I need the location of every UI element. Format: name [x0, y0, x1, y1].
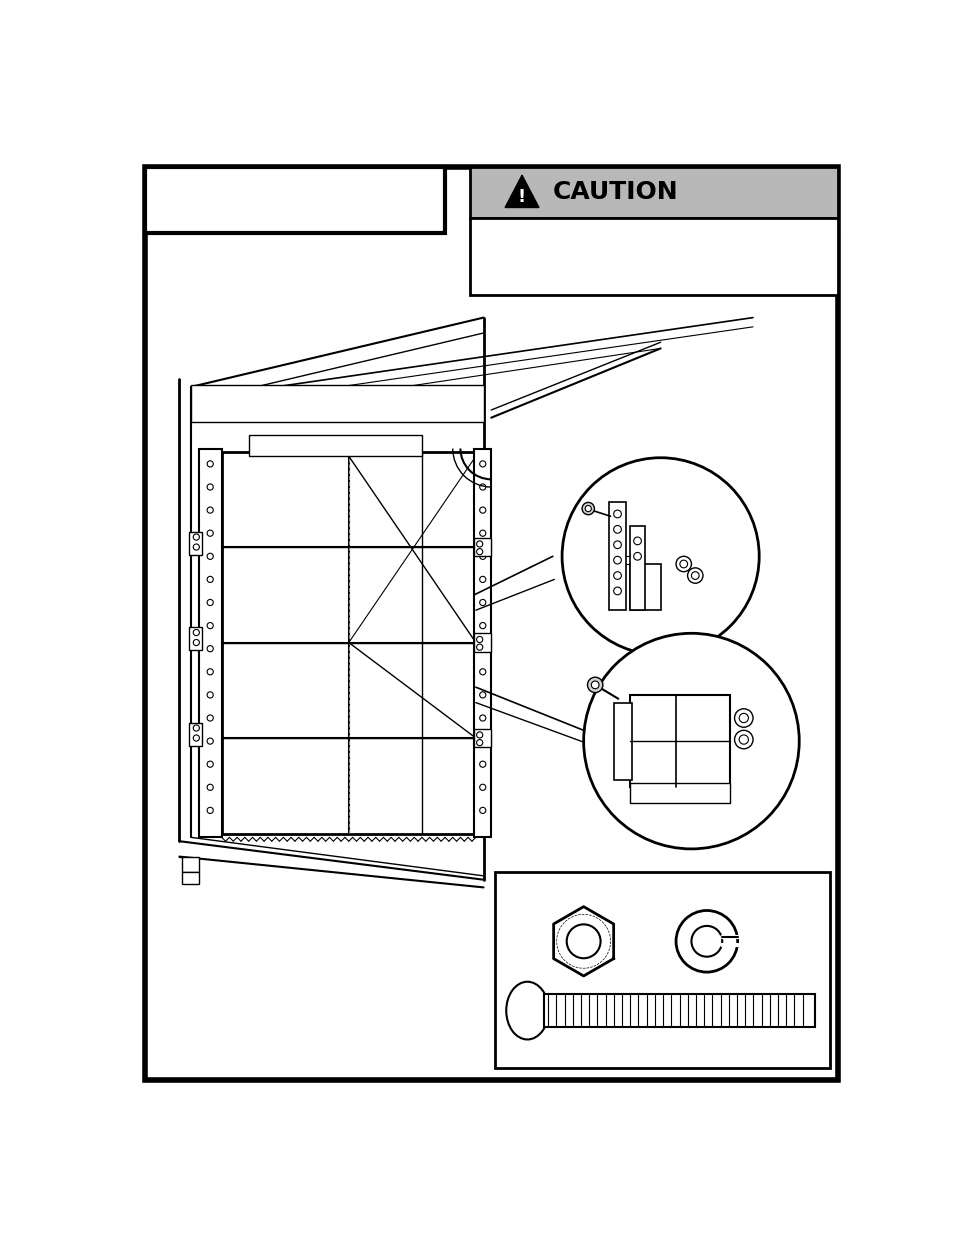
Circle shape	[561, 458, 759, 655]
Bar	[190, 627, 202, 651]
Circle shape	[476, 740, 482, 746]
Circle shape	[613, 556, 620, 564]
Circle shape	[613, 526, 620, 534]
Circle shape	[676, 556, 691, 572]
Circle shape	[476, 732, 482, 739]
Circle shape	[479, 599, 485, 605]
Circle shape	[207, 646, 213, 652]
Circle shape	[207, 808, 213, 814]
Polygon shape	[504, 175, 538, 207]
Circle shape	[207, 530, 213, 536]
Circle shape	[739, 735, 748, 745]
Circle shape	[479, 668, 485, 674]
Circle shape	[691, 926, 721, 957]
Bar	[181, 872, 198, 883]
Circle shape	[613, 541, 620, 548]
Circle shape	[479, 530, 485, 536]
Bar	[608, 503, 625, 610]
Circle shape	[207, 784, 213, 790]
Text: CAUTION: CAUTION	[552, 180, 678, 204]
Circle shape	[207, 577, 213, 583]
Circle shape	[633, 537, 640, 545]
Circle shape	[613, 510, 620, 517]
Bar	[629, 526, 644, 610]
Circle shape	[581, 503, 594, 515]
Circle shape	[476, 548, 482, 555]
Bar	[474, 729, 491, 747]
Circle shape	[676, 910, 737, 972]
Text: !: !	[517, 188, 525, 206]
Circle shape	[479, 484, 485, 490]
Circle shape	[613, 572, 620, 579]
Bar	[470, 168, 837, 217]
Circle shape	[479, 553, 485, 559]
Circle shape	[479, 508, 485, 514]
Circle shape	[479, 461, 485, 467]
Circle shape	[479, 646, 485, 652]
Circle shape	[739, 714, 748, 722]
Circle shape	[479, 761, 485, 767]
Circle shape	[687, 568, 702, 583]
Circle shape	[679, 561, 687, 568]
Bar	[629, 695, 729, 787]
Bar	[470, 217, 837, 294]
Bar	[629, 783, 729, 803]
Circle shape	[479, 739, 485, 745]
Bar	[221, 452, 476, 834]
Bar	[198, 448, 221, 837]
Circle shape	[207, 599, 213, 605]
Circle shape	[207, 668, 213, 674]
Circle shape	[207, 461, 213, 467]
Circle shape	[734, 709, 752, 727]
Bar	[249, 436, 421, 456]
Bar	[495, 872, 829, 1068]
Circle shape	[207, 484, 213, 490]
Circle shape	[591, 680, 598, 689]
Bar	[629, 564, 659, 610]
Circle shape	[633, 552, 640, 561]
Bar	[474, 537, 491, 556]
Circle shape	[613, 587, 620, 595]
Bar	[191, 385, 483, 421]
Ellipse shape	[506, 982, 548, 1040]
Circle shape	[193, 543, 199, 550]
Circle shape	[193, 725, 199, 731]
Circle shape	[479, 622, 485, 629]
Bar	[190, 722, 202, 746]
Circle shape	[207, 622, 213, 629]
Circle shape	[207, 508, 213, 514]
Circle shape	[476, 636, 482, 642]
Bar	[474, 634, 491, 652]
Circle shape	[207, 553, 213, 559]
Circle shape	[479, 784, 485, 790]
Circle shape	[479, 577, 485, 583]
Circle shape	[207, 715, 213, 721]
Circle shape	[479, 715, 485, 721]
Circle shape	[476, 541, 482, 547]
Bar	[190, 531, 202, 555]
Circle shape	[583, 634, 799, 848]
Circle shape	[584, 505, 591, 511]
Circle shape	[193, 630, 199, 636]
Circle shape	[476, 645, 482, 651]
Bar	[474, 448, 491, 837]
Circle shape	[193, 640, 199, 646]
Circle shape	[193, 534, 199, 540]
Circle shape	[691, 572, 699, 579]
Circle shape	[587, 677, 602, 693]
Circle shape	[479, 692, 485, 698]
Circle shape	[734, 730, 752, 748]
Bar	[181, 857, 198, 872]
Bar	[544, 994, 814, 1026]
Bar	[614, 703, 632, 779]
Bar	[145, 168, 444, 233]
Circle shape	[207, 761, 213, 767]
Circle shape	[566, 924, 600, 958]
Circle shape	[479, 808, 485, 814]
Circle shape	[207, 739, 213, 745]
Circle shape	[193, 735, 199, 741]
Circle shape	[207, 692, 213, 698]
